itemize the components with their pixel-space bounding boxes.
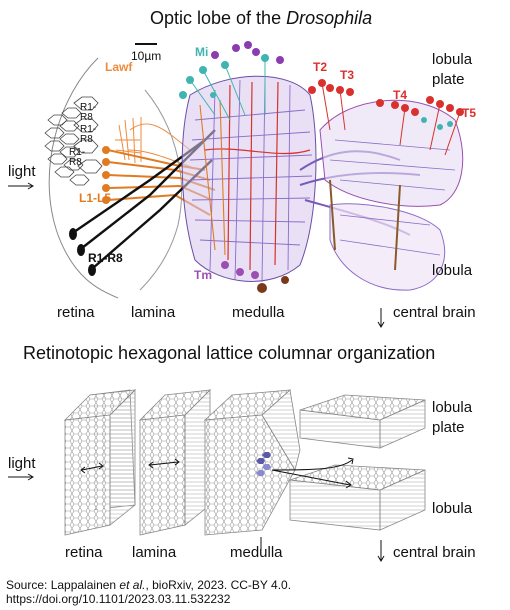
ommatidium-label-3: R1- R8 [69, 147, 86, 168]
top-label-lobula: lobula [432, 262, 473, 279]
lamina-outline [139, 89, 183, 291]
ommatidia-grid [44, 96, 103, 186]
medulla-region [181, 75, 317, 282]
t4-t5-cell-bodies [376, 96, 464, 116]
purple-cell-bodies [211, 41, 284, 64]
mi-neurites [189, 58, 266, 121]
top-label-lobula-plate: lobula plate [432, 51, 473, 88]
top-label-central-brain: central brain [393, 304, 476, 321]
ommatidium-label-1: R1- R8 [80, 102, 97, 123]
central-brain-arrow-top [377, 308, 385, 328]
top-title: Optic lobe of the Drosophila [150, 8, 373, 28]
retina-lattice [63, 389, 137, 536]
top-label-lamina: lamina [131, 304, 176, 321]
label-mi: Mi [195, 45, 209, 59]
bottom-label-lamina: lamina [132, 544, 177, 561]
bottom-label-retina: retina [65, 544, 103, 561]
t2-t3-cell-bodies [308, 79, 354, 96]
source-doi: https://doi.org/10.1101/2023.03.11.53223… [6, 592, 231, 606]
bottom-label-lobula: lobula [432, 500, 473, 517]
lobula-lattice [289, 464, 426, 531]
t-neurites [321, 82, 461, 156]
label-t2: T2 [313, 60, 328, 74]
label-lawf: Lawf [105, 60, 133, 74]
label-t4: T4 [393, 88, 408, 102]
label-l1l5: L1-L5 [79, 191, 112, 205]
tm-cell-bodies [221, 261, 259, 279]
label-t5: T5 [462, 106, 477, 120]
bottom-label-light: light [8, 455, 36, 472]
source-citation: Source: Lappalainen et al., bioRxiv, 202… [6, 578, 292, 592]
bottom-arrows [8, 457, 385, 562]
bottom-title: Retinotopic hexagonal lattice columnar o… [23, 343, 436, 363]
top-label-light: light [8, 163, 36, 180]
label-tm: Tm [194, 268, 212, 282]
ommatidium-label-2: R1- R8 [80, 124, 97, 145]
label-t3: T3 [340, 68, 355, 82]
lobula-plate-lattice [299, 394, 426, 449]
medulla-orange-fibers [199, 99, 226, 256]
scale-bar [135, 43, 157, 45]
r1r8-cell-bodies [69, 228, 96, 276]
top-label-retina: retina [57, 304, 95, 321]
brown-fibers [329, 179, 401, 271]
bottom-label-medulla: medulla [230, 544, 283, 561]
label-r1r8: R1-R8 [88, 251, 123, 265]
l1l5-cell-bodies [102, 146, 110, 204]
highlighted-column [256, 452, 271, 476]
bottom-label-lobula-plate: lobula plate [432, 399, 473, 436]
medulla-red-fibers [204, 81, 311, 271]
light-arrow-top [8, 182, 34, 190]
brown-cell-bodies [257, 276, 289, 293]
medulla-lattice [203, 389, 301, 536]
scale-bar-label: 10µm [131, 49, 162, 63]
top-label-medulla: medulla [232, 304, 285, 321]
bottom-label-central-brain: central brain [393, 544, 476, 561]
retina-outline [48, 57, 119, 299]
teal-right-cell-bodies [421, 117, 453, 130]
lamina-lattice [138, 389, 212, 536]
